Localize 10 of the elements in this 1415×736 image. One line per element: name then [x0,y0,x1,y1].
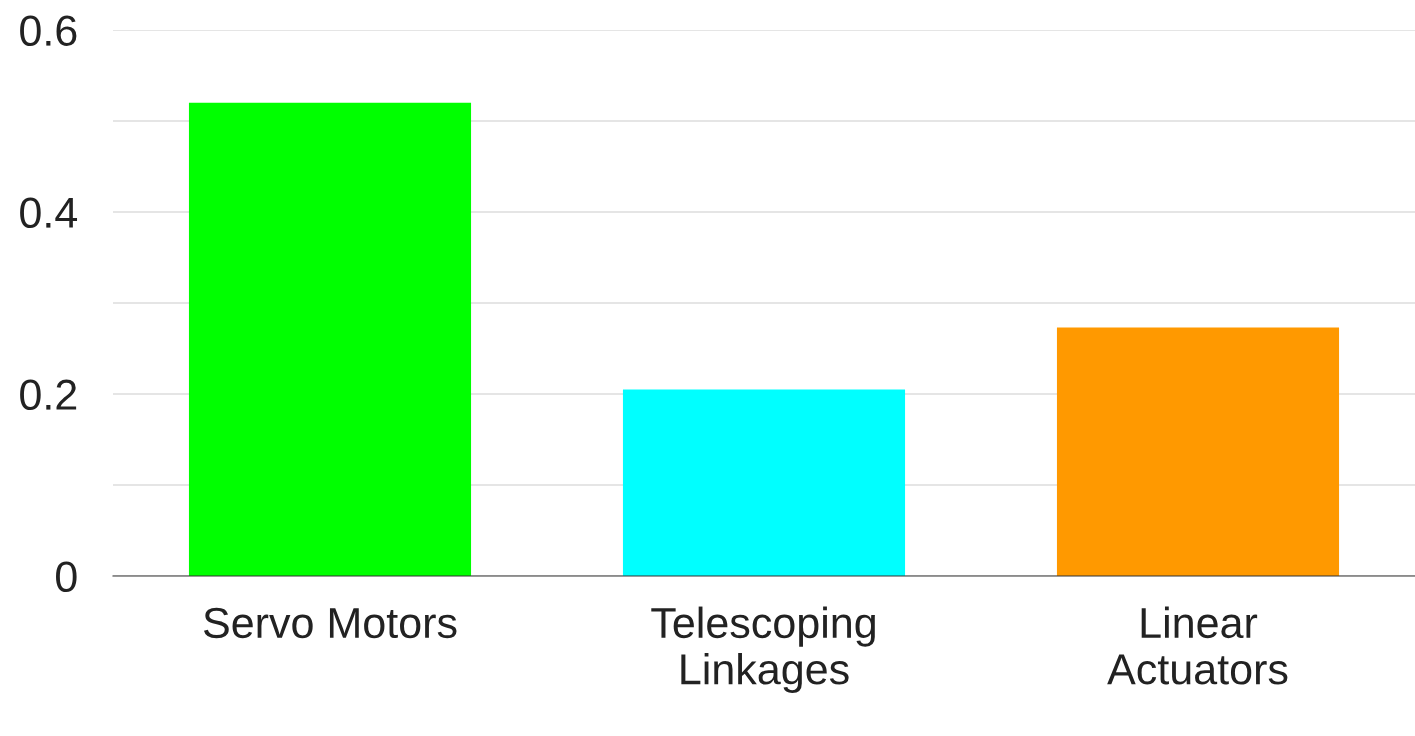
bar [1056,327,1340,576]
y-tick-label: 0 [56,561,77,593]
y-tick-label: 0.6 [20,15,77,47]
x-tick-label: Telescoping Linkages [651,606,875,694]
y-tick-label: 0.2 [20,379,77,411]
x-tick-label: Servo Motors [203,607,457,639]
x-tick-label: Linear Actuators [1107,606,1288,685]
bar [622,389,906,576]
y-tick-label: 0.4 [20,197,78,229]
bar [188,102,472,576]
